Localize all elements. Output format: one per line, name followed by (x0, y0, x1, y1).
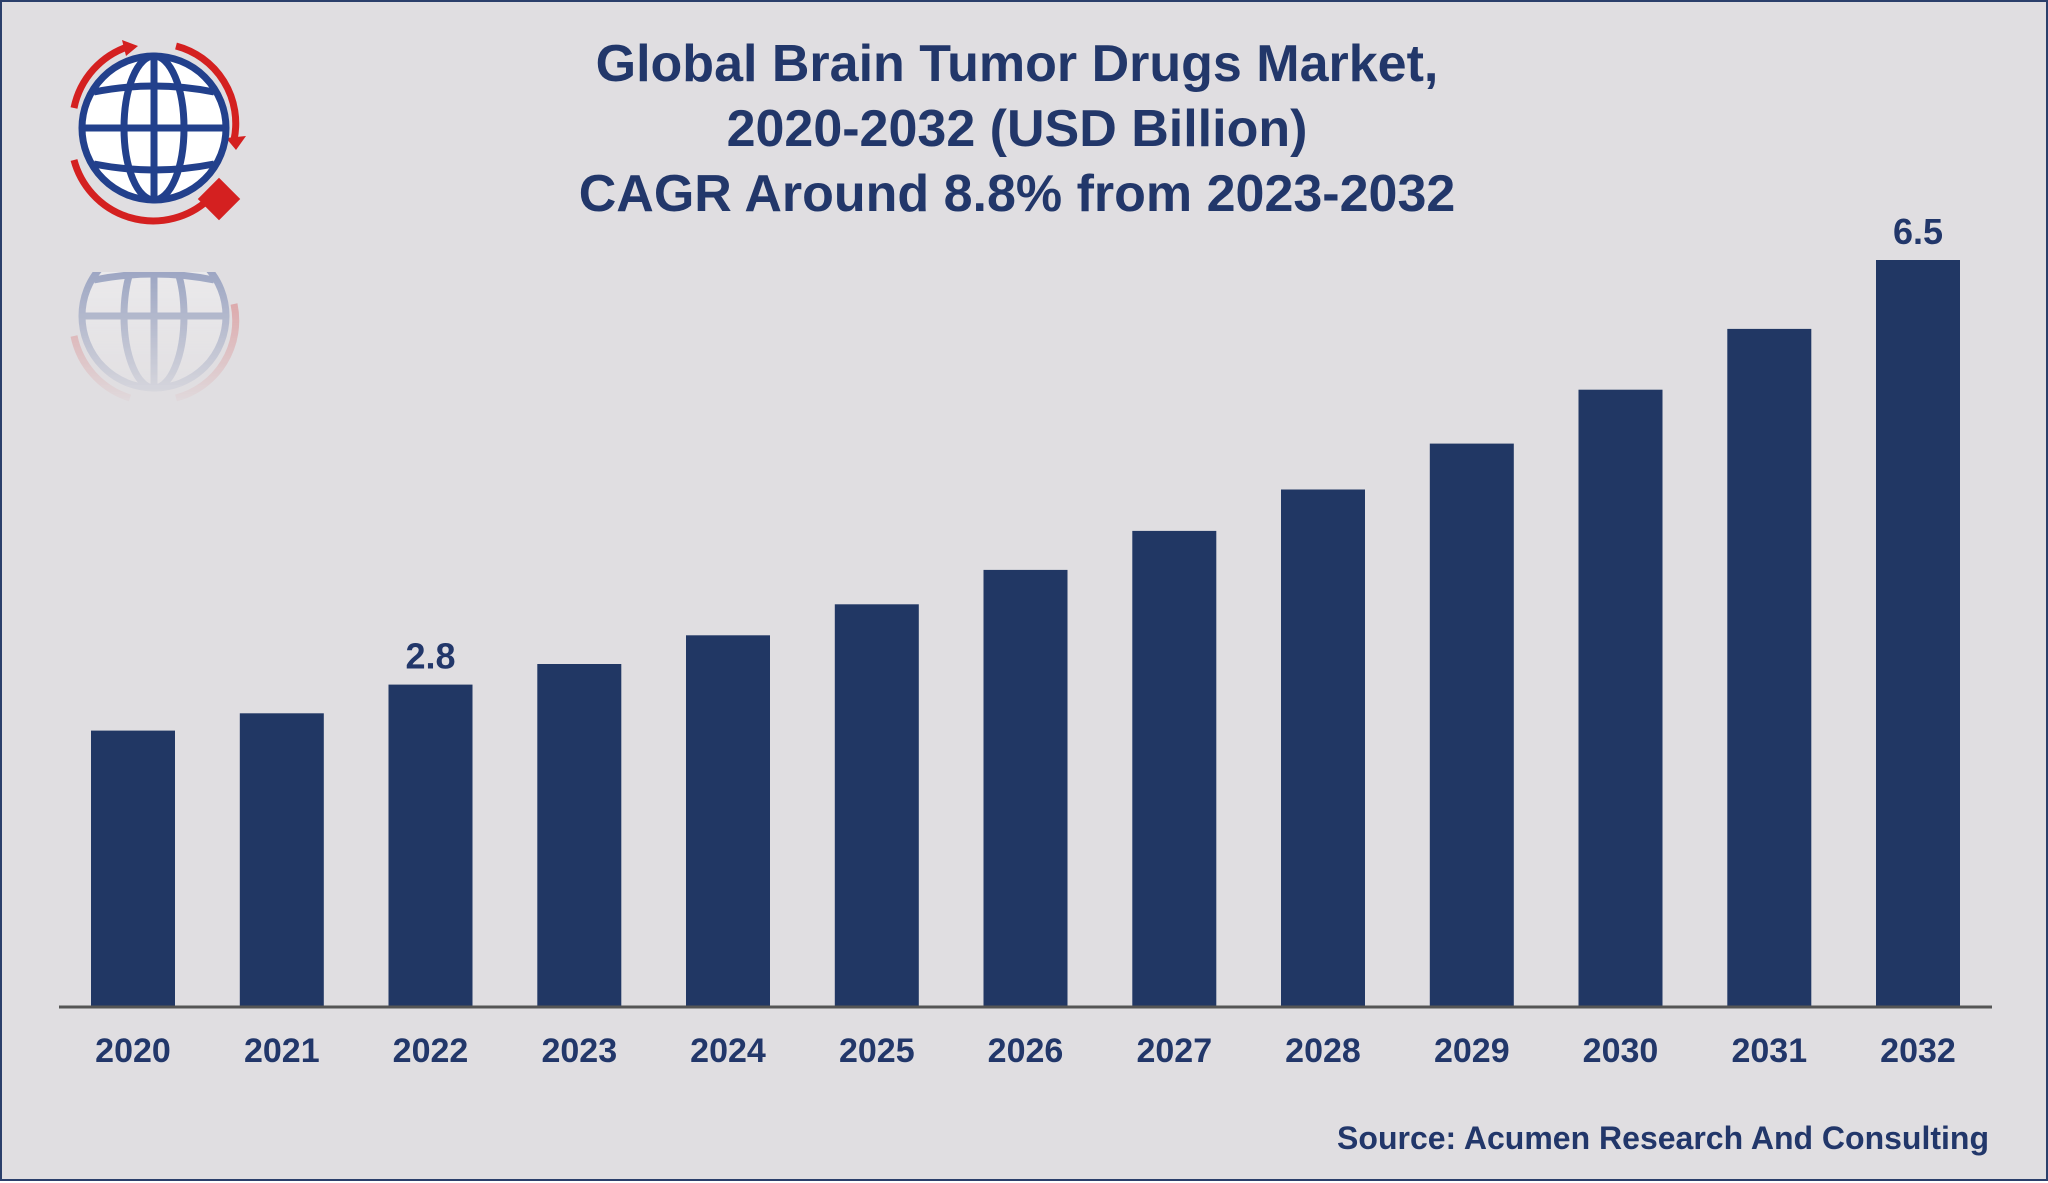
data-label-2032: 6.5 (1893, 211, 1943, 252)
bars-group (91, 260, 1960, 1007)
company-logo (58, 32, 258, 232)
bar-2024 (686, 635, 770, 1006)
bar-2020 (91, 730, 175, 1006)
x-tick-label-2028: 2028 (1285, 1032, 1361, 1070)
data-label-2022: 2.8 (405, 636, 455, 677)
x-tick-label-2021: 2021 (244, 1032, 320, 1070)
chart-title-line-2: 2020-2032 (USD Billion) (726, 100, 1308, 158)
x-tick-label-2029: 2029 (1434, 1032, 1510, 1070)
x-tick-label-2022: 2022 (393, 1032, 469, 1070)
bar-2023 (537, 664, 622, 1006)
bar-2025 (834, 604, 919, 1006)
data-labels: 2.8 6.5 (405, 211, 1943, 677)
x-tick-label-2032: 2032 (1880, 1032, 1956, 1070)
chart-title: Global Brain Tumor Drugs Market, 2020-20… (402, 32, 1632, 227)
x-tick-label-2025: 2025 (839, 1032, 915, 1070)
x-tick-label-2027: 2027 (1136, 1032, 1212, 1070)
bar-2021 (239, 713, 324, 1006)
x-tick-label-2020: 2020 (95, 1032, 171, 1070)
x-tick-labels: 2020 2021 2022 2023 2024 2025 2026 2027 2028 2029… (95, 1032, 1956, 1070)
globe-logo-icon (70, 40, 246, 225)
bar-2032 (1876, 260, 1960, 1006)
bar-2026 (983, 569, 1068, 1006)
source-note: Source: Acumen Research And Consulting (1337, 1120, 1989, 1156)
bar-2028 (1281, 489, 1365, 1006)
x-tick-label-2024: 2024 (690, 1032, 766, 1070)
bar-2029 (1429, 443, 1514, 1007)
bar-2031 (1727, 328, 1812, 1006)
x-tick-label-2023: 2023 (541, 1032, 617, 1070)
bar-2022 (388, 684, 473, 1006)
bar-2030 (1578, 389, 1663, 1006)
x-tick-label-2030: 2030 (1583, 1032, 1659, 1070)
chart-title-line-1: Global Brain Tumor Drugs Market, (595, 35, 1439, 93)
x-tick-label-2031: 2031 (1731, 1032, 1807, 1070)
chart-subtitle: CAGR Around 8.8% from 2023-2032 (578, 165, 1456, 223)
bar-2027 (1132, 530, 1217, 1006)
x-tick-label-2026: 2026 (988, 1032, 1064, 1070)
